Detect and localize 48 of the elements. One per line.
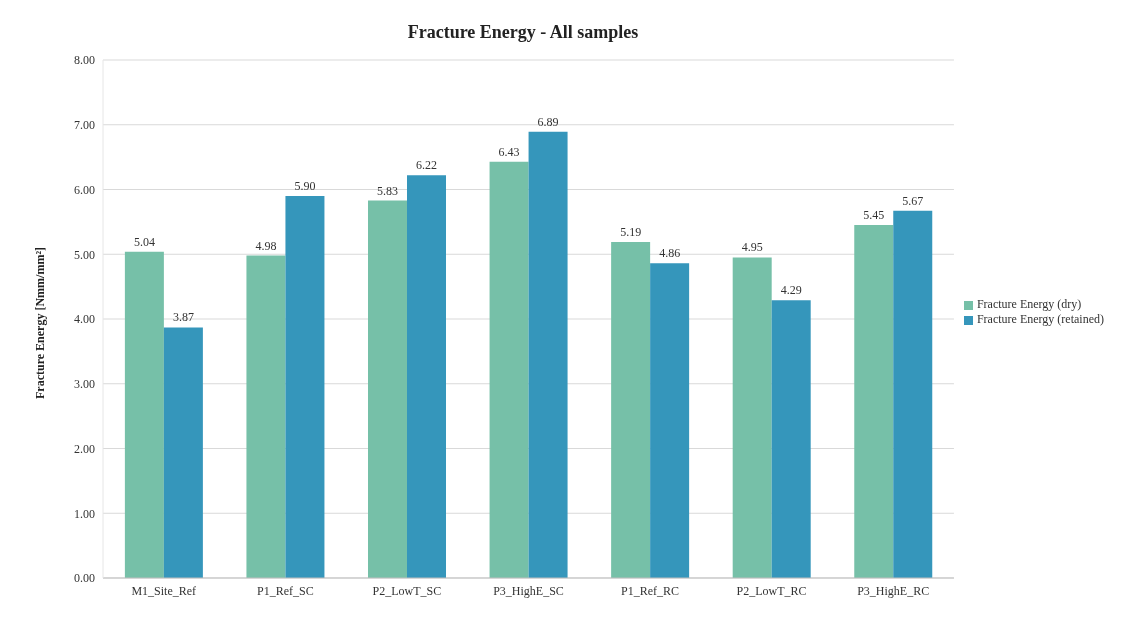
data-label: 6.43	[498, 144, 520, 159]
y-tick-label: 6.00	[74, 182, 95, 197]
bar	[368, 200, 408, 578]
y-axis-title: Fracture Energy [Nmm/mm²]	[33, 247, 48, 399]
x-tick-label: P1_Ref_SC	[257, 583, 314, 598]
data-label: 4.98	[255, 238, 277, 253]
data-label: 4.29	[780, 283, 802, 298]
data-label: 4.95	[741, 240, 763, 255]
bar	[163, 327, 203, 578]
data-label: 5.04	[133, 234, 155, 249]
data-label: 5.67	[902, 193, 924, 208]
x-tick-label: M1_Site_Ref	[131, 583, 197, 598]
x-tick-label: P3_HighE_RC	[857, 583, 930, 598]
y-tick-label: 5.00	[74, 247, 95, 262]
data-label: 5.45	[863, 208, 885, 223]
data-label: 3.87	[172, 310, 194, 325]
y-tick-label: 7.00	[74, 118, 95, 133]
bar	[528, 131, 568, 578]
bar	[246, 255, 286, 578]
bar	[771, 300, 811, 578]
bar	[732, 257, 772, 578]
data-label: 5.19	[620, 224, 642, 239]
bar	[489, 161, 529, 578]
legend-label: Fracture Energy (retained)	[976, 312, 1104, 326]
bar	[407, 175, 447, 578]
bar	[285, 195, 325, 578]
y-tick-label: 2.00	[74, 441, 95, 456]
y-tick-label: 4.00	[74, 312, 95, 327]
bar	[124, 251, 164, 578]
x-tick-label: P2_LowT_SC	[372, 583, 442, 598]
x-tick-label: P3_HighE_SC	[493, 583, 564, 598]
x-tick-label: P2_LowT_RC	[736, 583, 807, 598]
data-label: 5.83	[377, 183, 399, 198]
chart-title: Fracture Energy - All samples	[406, 22, 640, 43]
bar	[893, 210, 933, 578]
bar	[611, 241, 651, 578]
y-tick-label: 1.00	[74, 506, 95, 521]
legend-label: Fracture Energy (dry)	[976, 297, 1082, 311]
y-tick-label: 8.00	[74, 53, 95, 68]
bar	[854, 225, 894, 578]
bar	[650, 263, 690, 578]
data-label: 6.89	[537, 114, 559, 129]
y-tick-label: 0.00	[74, 571, 95, 586]
x-tick-label: P1_Ref_RC	[621, 583, 680, 598]
data-label: 4.86	[659, 246, 681, 261]
data-label: 5.90	[294, 178, 316, 193]
y-tick-label: 3.00	[74, 377, 95, 392]
data-label: 6.22	[416, 158, 438, 173]
